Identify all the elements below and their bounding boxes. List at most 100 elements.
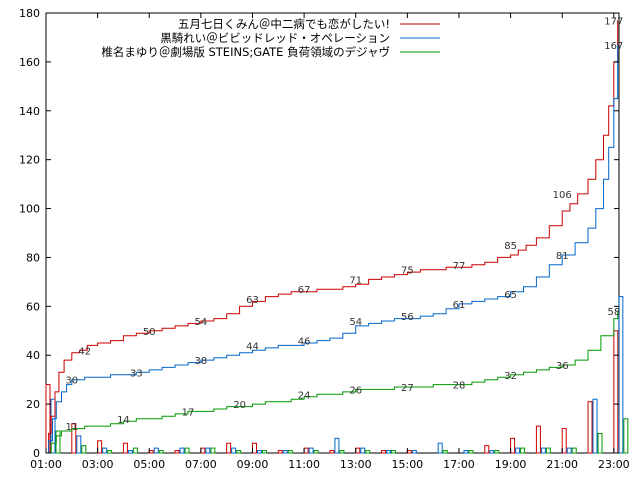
point-label: 30 — [65, 376, 78, 387]
hourly-bar — [97, 440, 103, 454]
y-tick-label: 180 — [19, 7, 40, 20]
hourly-bar — [45, 384, 51, 454]
hourly-bar — [236, 450, 242, 454]
x-tick-label: 01:00 — [30, 458, 62, 471]
hourly-bar — [102, 447, 108, 454]
hourly-bar — [76, 435, 82, 454]
hourly-bar — [386, 450, 392, 454]
hourly-bar — [313, 450, 319, 454]
hourly-bar — [360, 447, 366, 454]
hourly-bar — [437, 442, 443, 454]
series-line — [46, 311, 619, 454]
hourly-bar — [484, 445, 490, 454]
hourly-bar — [200, 447, 206, 454]
hourly-bar — [515, 447, 521, 454]
point-label: 75 — [401, 266, 414, 277]
point-label: 27 — [401, 383, 414, 394]
hourly-bar — [81, 445, 87, 454]
hourly-bar — [158, 450, 164, 454]
hourly-bar — [545, 447, 551, 454]
hourly-bar — [282, 450, 288, 454]
hourly-bar — [71, 423, 77, 454]
x-tick-label: 09:00 — [237, 458, 269, 471]
point-label: 61 — [453, 300, 466, 311]
series-line — [46, 20, 619, 454]
hourly-bar — [122, 442, 128, 454]
hourly-bar — [489, 450, 495, 454]
y-tick-label: 120 — [19, 154, 40, 167]
hourly-bar — [623, 418, 629, 454]
point-label: 44 — [246, 341, 259, 352]
point-label: 36 — [556, 361, 569, 372]
hourly-bar — [391, 450, 397, 454]
x-tick-label: 15:00 — [391, 458, 423, 471]
y-tick-label: 20 — [26, 398, 40, 411]
legend-label: 椎名まゆり＠劇場版 STEINS;GATE 負荷領域のデジャヴ — [101, 45, 390, 59]
hourly-bar — [597, 432, 603, 454]
hourly-bar — [339, 450, 345, 454]
hourly-bar — [334, 437, 340, 454]
x-tick-label: 19:00 — [495, 458, 527, 471]
point-label: 67 — [298, 285, 311, 296]
hourly-bar — [566, 447, 572, 454]
series-line — [46, 44, 619, 454]
point-label: 17 — [182, 407, 195, 418]
hourly-bar — [226, 442, 232, 454]
hourly-bar — [277, 450, 283, 454]
point-label: 42 — [78, 346, 91, 357]
hourly-bar — [494, 450, 500, 454]
hourly-bar — [520, 447, 526, 454]
hourly-bar — [132, 447, 138, 454]
point-label: 11 — [65, 422, 78, 433]
hourly-bar — [308, 447, 314, 454]
hourly-bar — [365, 450, 371, 454]
legend-label: 黒騎れい＠ビビッドレッド・オペレーション — [160, 31, 390, 45]
hourly-bar — [210, 447, 216, 454]
point-label: 20 — [233, 400, 246, 411]
point-label: 32 — [504, 371, 517, 382]
hourly-bar — [127, 450, 133, 454]
point-label: 28 — [453, 381, 466, 392]
hourly-bar — [411, 450, 417, 454]
point-label: 38 — [194, 356, 207, 367]
point-label: 14 — [117, 415, 130, 426]
point-label: 50 — [143, 327, 156, 338]
hourly-bar — [592, 398, 598, 454]
hourly-bar — [463, 450, 469, 454]
x-tick-label: 17:00 — [443, 458, 475, 471]
hourly-bar — [184, 447, 190, 454]
x-tick-label: 13:00 — [340, 458, 372, 471]
point-label: 54 — [349, 317, 362, 328]
hourly-bar — [251, 442, 257, 454]
point-label: 33 — [130, 368, 143, 379]
point-label: 77 — [453, 261, 466, 272]
hourly-bar — [406, 450, 412, 454]
hourly-bar — [153, 447, 159, 454]
hourly-bar — [261, 450, 267, 454]
hourly-bar — [287, 450, 293, 454]
point-label: 85 — [504, 241, 517, 252]
point-label: 65 — [504, 290, 517, 301]
point-label: 24 — [298, 390, 311, 401]
point-label: 54 — [194, 317, 207, 328]
hourly-bar — [540, 447, 546, 454]
legend: 五月七日くみん＠中二病でも恋がしたい!黒騎れい＠ビビッドレッド・オペレーション椎… — [101, 17, 440, 59]
hourly-bar — [587, 401, 593, 454]
point-label: 177 — [604, 16, 623, 27]
hourly-bar — [468, 450, 474, 454]
hourly-bar — [205, 447, 211, 454]
point-labels: 42 50 54 63 67 71 75 77 85 106 177 30 33 38 44 46 54 56 61… — [65, 16, 623, 433]
hourly-bar — [355, 447, 361, 454]
y-tick-label: 160 — [19, 56, 40, 69]
y-tick-label: 140 — [19, 105, 40, 118]
hourly-bar — [256, 450, 262, 454]
point-label: 46 — [298, 337, 311, 348]
hourly-bar — [179, 447, 185, 454]
x-tick-label: 21:00 — [546, 458, 578, 471]
hourly-bars — [45, 296, 629, 454]
hourly-bar — [510, 437, 516, 454]
y-tick-label: 80 — [26, 251, 40, 264]
y-axis: 0 20 40 60 80 100 120 140 160 180 — [19, 7, 619, 460]
y-tick-label: 100 — [19, 203, 40, 216]
